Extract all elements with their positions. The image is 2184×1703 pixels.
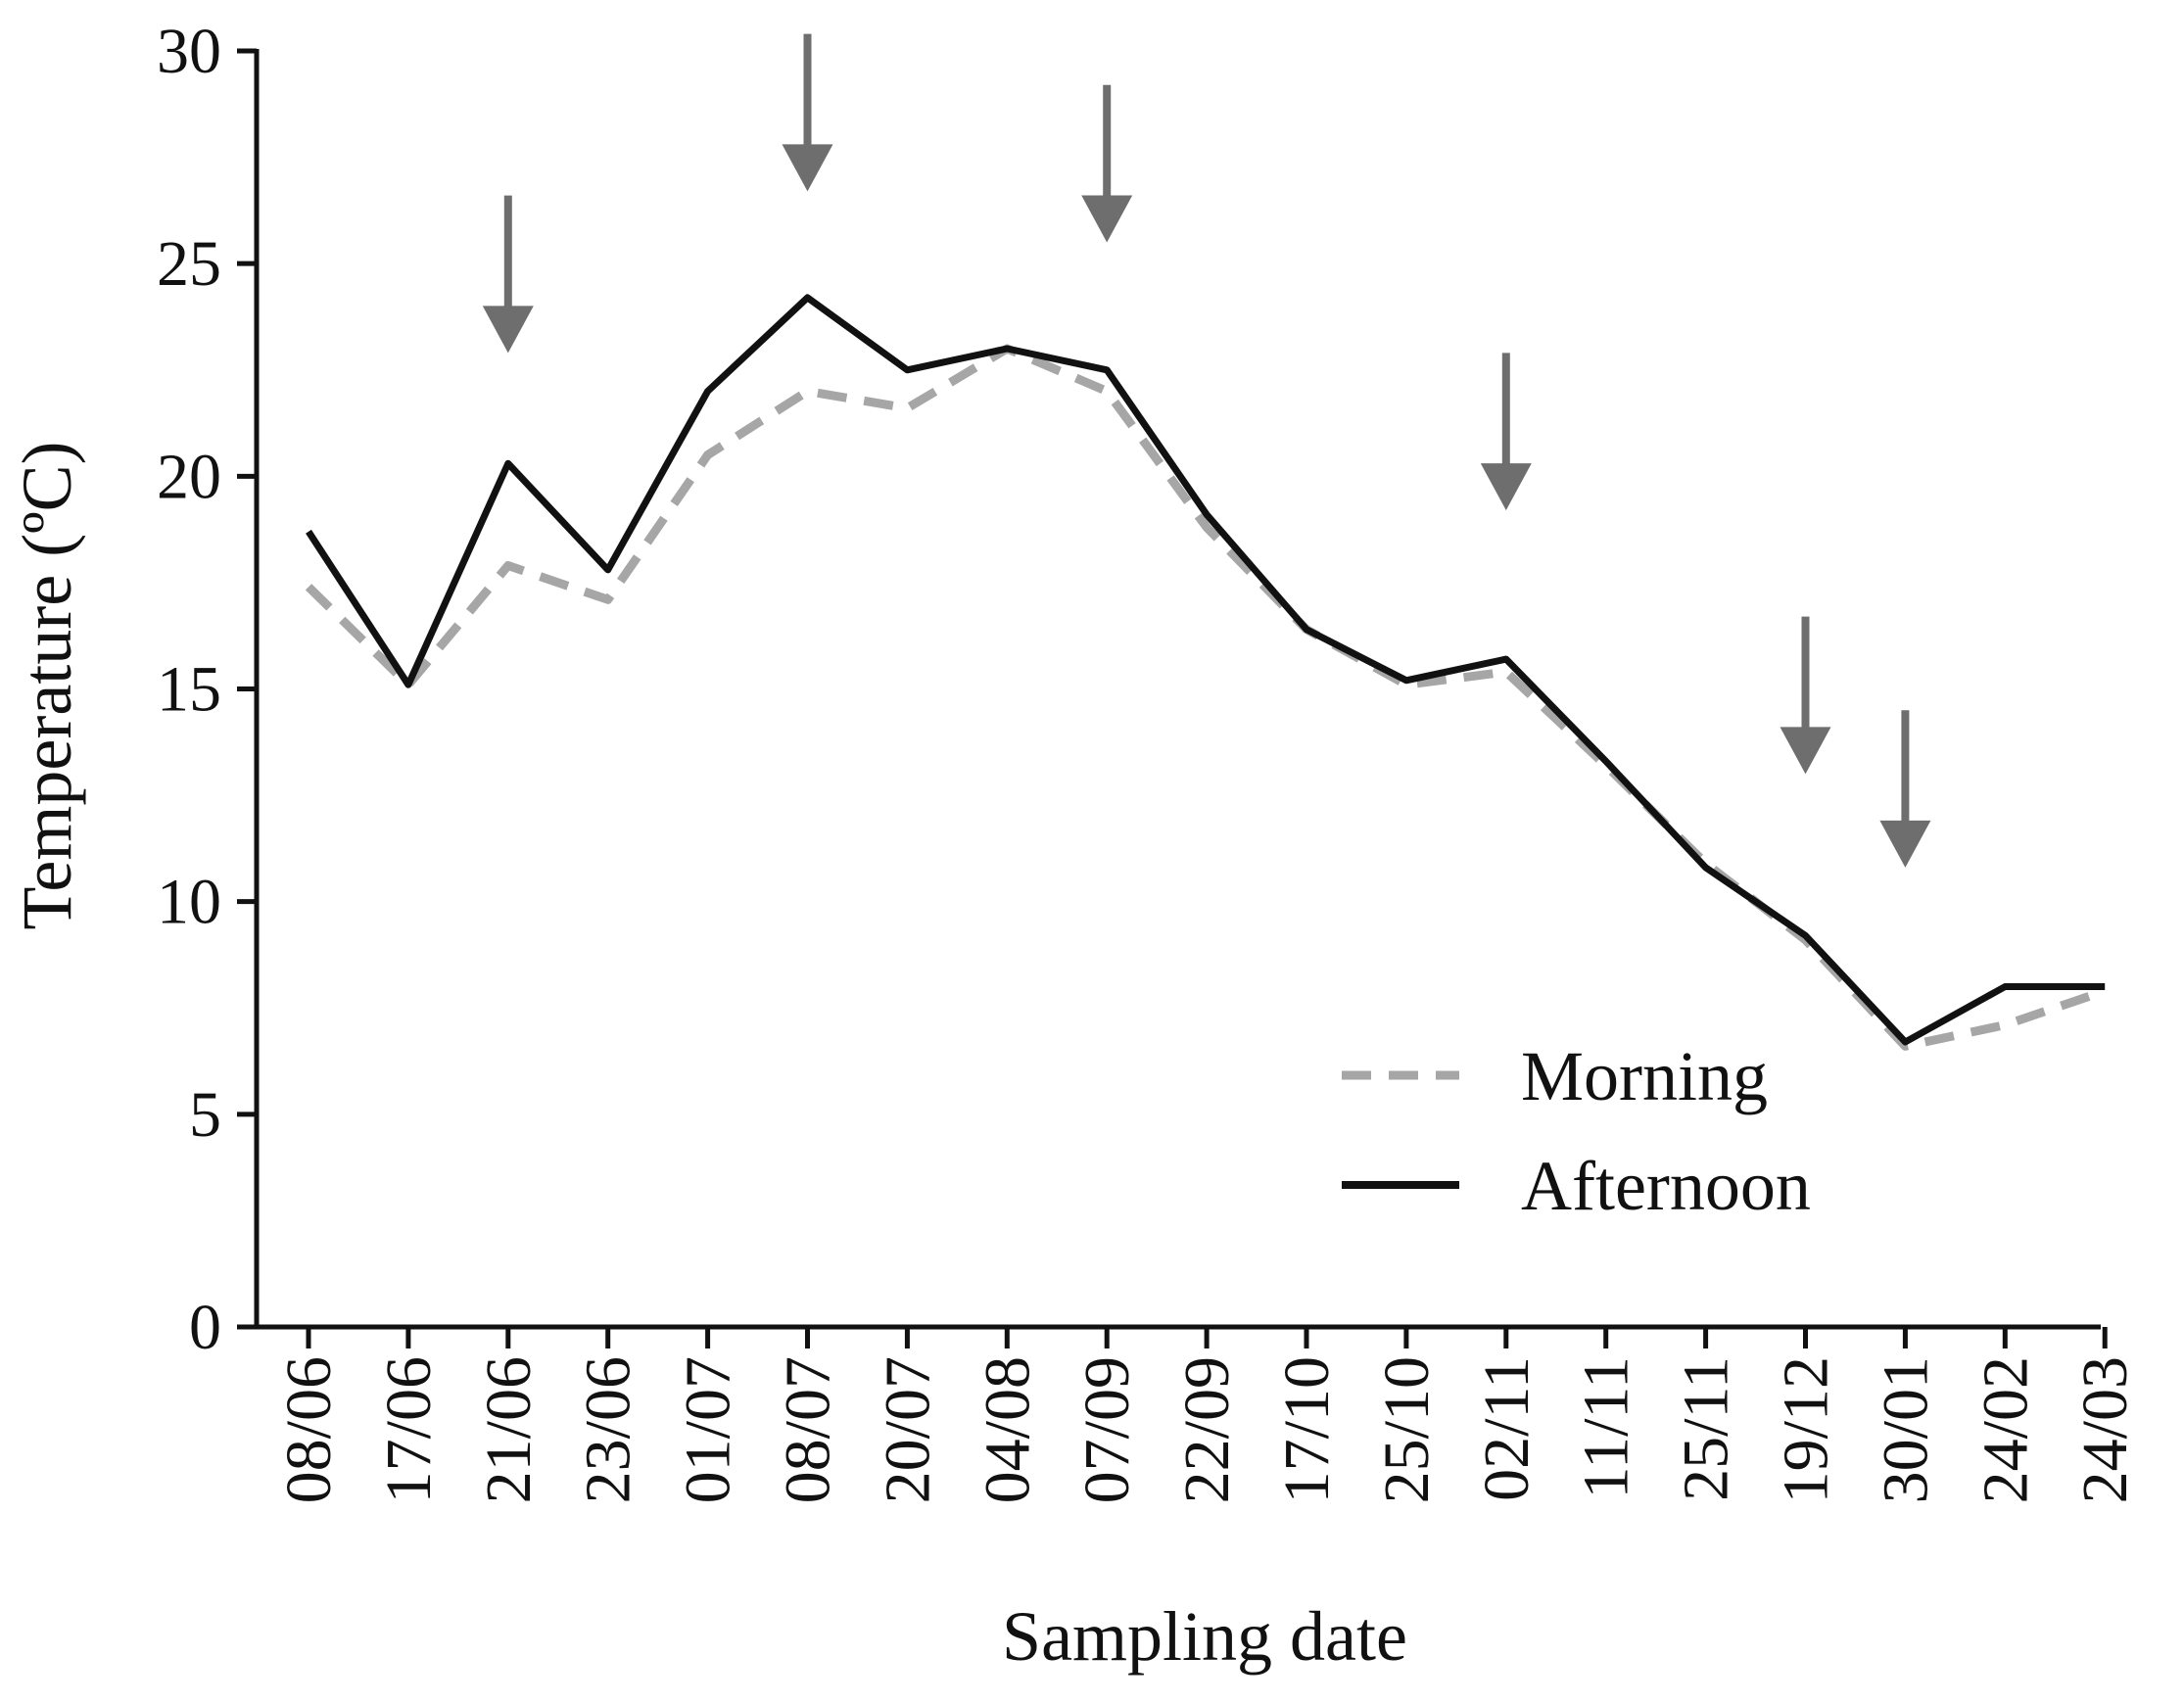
x-tick-label: 07/09 [1071, 1356, 1143, 1503]
x-tick-label: 08/07 [773, 1356, 844, 1503]
y-tick-label: 0 [189, 1292, 221, 1363]
down-arrow-annotation [1480, 353, 1532, 511]
y-axis-title: Temperature (ºC) [8, 441, 86, 929]
x-tick-label: 02/11 [1471, 1356, 1543, 1501]
x-axis-title: Sampling date [1002, 1597, 1407, 1676]
y-tick-label: 5 [189, 1079, 221, 1151]
y-tick-label: 30 [157, 16, 221, 87]
down-arrow-annotation [1081, 84, 1133, 243]
y-tick-label: 25 [157, 228, 221, 300]
x-tick-label: 19/12 [1771, 1356, 1842, 1503]
y-axis-ticks: 0 5 10 15 20 25 30 [157, 16, 257, 1363]
x-tick-label: 24/02 [1970, 1356, 2041, 1503]
x-tick-label: 23/06 [573, 1356, 644, 1503]
x-tick-label: 30/01 [1870, 1356, 1941, 1503]
down-arrow-annotation [782, 33, 833, 192]
legend-label-afternoon: Afternoon [1521, 1147, 1811, 1225]
y-tick-label: 20 [157, 441, 221, 512]
down-arrow-annotation [1780, 616, 1831, 775]
x-tick-label: 01/07 [673, 1356, 744, 1503]
y-tick-label: 15 [157, 654, 221, 726]
y-tick-label: 10 [157, 867, 221, 938]
x-tick-label: 24/03 [2069, 1356, 2141, 1503]
x-tick-label: 17/06 [373, 1356, 445, 1503]
legend: Morning Afternoon [1342, 1037, 1811, 1225]
x-tick-label: 08/06 [273, 1356, 345, 1503]
series-line-morning [305, 344, 2107, 1051]
x-tick-label: 11/11 [1571, 1356, 1642, 1498]
x-tick-label: 25/11 [1671, 1356, 1742, 1501]
legend-label-morning: Morning [1521, 1037, 1768, 1115]
x-tick-label: 21/06 [473, 1356, 545, 1503]
x-tick-label: 22/09 [1171, 1356, 1243, 1503]
down-arrow-annotation [482, 195, 534, 354]
x-tick-label: 04/08 [972, 1356, 1043, 1503]
arrow-annotations [482, 33, 1931, 868]
x-axis-ticks: 08/06 17/06 21/06 23/06 01/07 08/07 20/07 04/08… [273, 1327, 2141, 1503]
series-line-afternoon [306, 294, 2106, 1046]
x-tick-label: 25/10 [1371, 1356, 1443, 1503]
series-lines [305, 294, 2107, 1051]
down-arrow-annotation [1879, 710, 1931, 868]
x-tick-label: 17/10 [1271, 1356, 1343, 1503]
x-tick-label: 20/07 [872, 1356, 943, 1503]
